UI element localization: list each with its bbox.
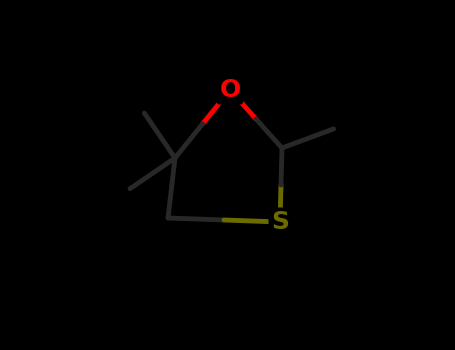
Text: O: O — [219, 78, 241, 102]
Text: S: S — [271, 210, 289, 234]
